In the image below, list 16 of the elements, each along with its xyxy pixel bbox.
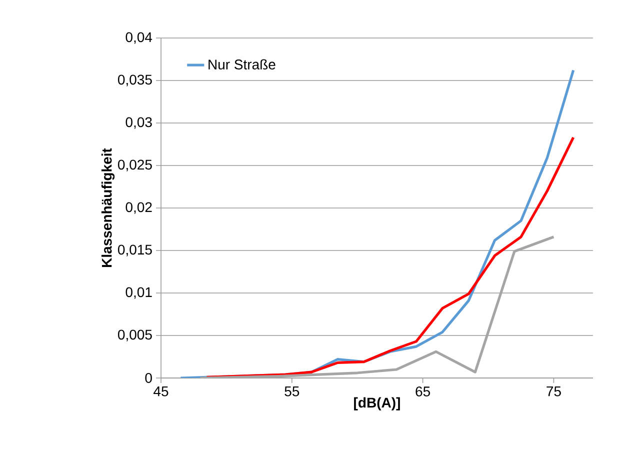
- y-axis-title: Klassenhäufigkeit: [101, 148, 115, 267]
- x-axis-title: [dB(A)]: [354, 397, 400, 410]
- x-tick-label: 45: [154, 386, 168, 396]
- x-tick-label: 55: [284, 386, 300, 396]
- x-tick-label: 65: [416, 386, 430, 396]
- y-tick-label: 0,03: [126, 117, 152, 129]
- y-tick-label: 0,005: [118, 330, 152, 342]
- y-tick-label: 0,02: [126, 202, 152, 214]
- y-tick-label: 0,035: [118, 74, 152, 86]
- y-tick-label: 0,04: [126, 32, 152, 44]
- y-tick-label: 0,025: [118, 160, 152, 172]
- y-tick-label: 0,01: [126, 287, 152, 299]
- y-tick-label: 0,015: [118, 244, 152, 256]
- legend-label: Nur Straße: [208, 59, 276, 70]
- x-tick-label: 75: [546, 386, 561, 396]
- y-tick-label: 0: [145, 373, 152, 383]
